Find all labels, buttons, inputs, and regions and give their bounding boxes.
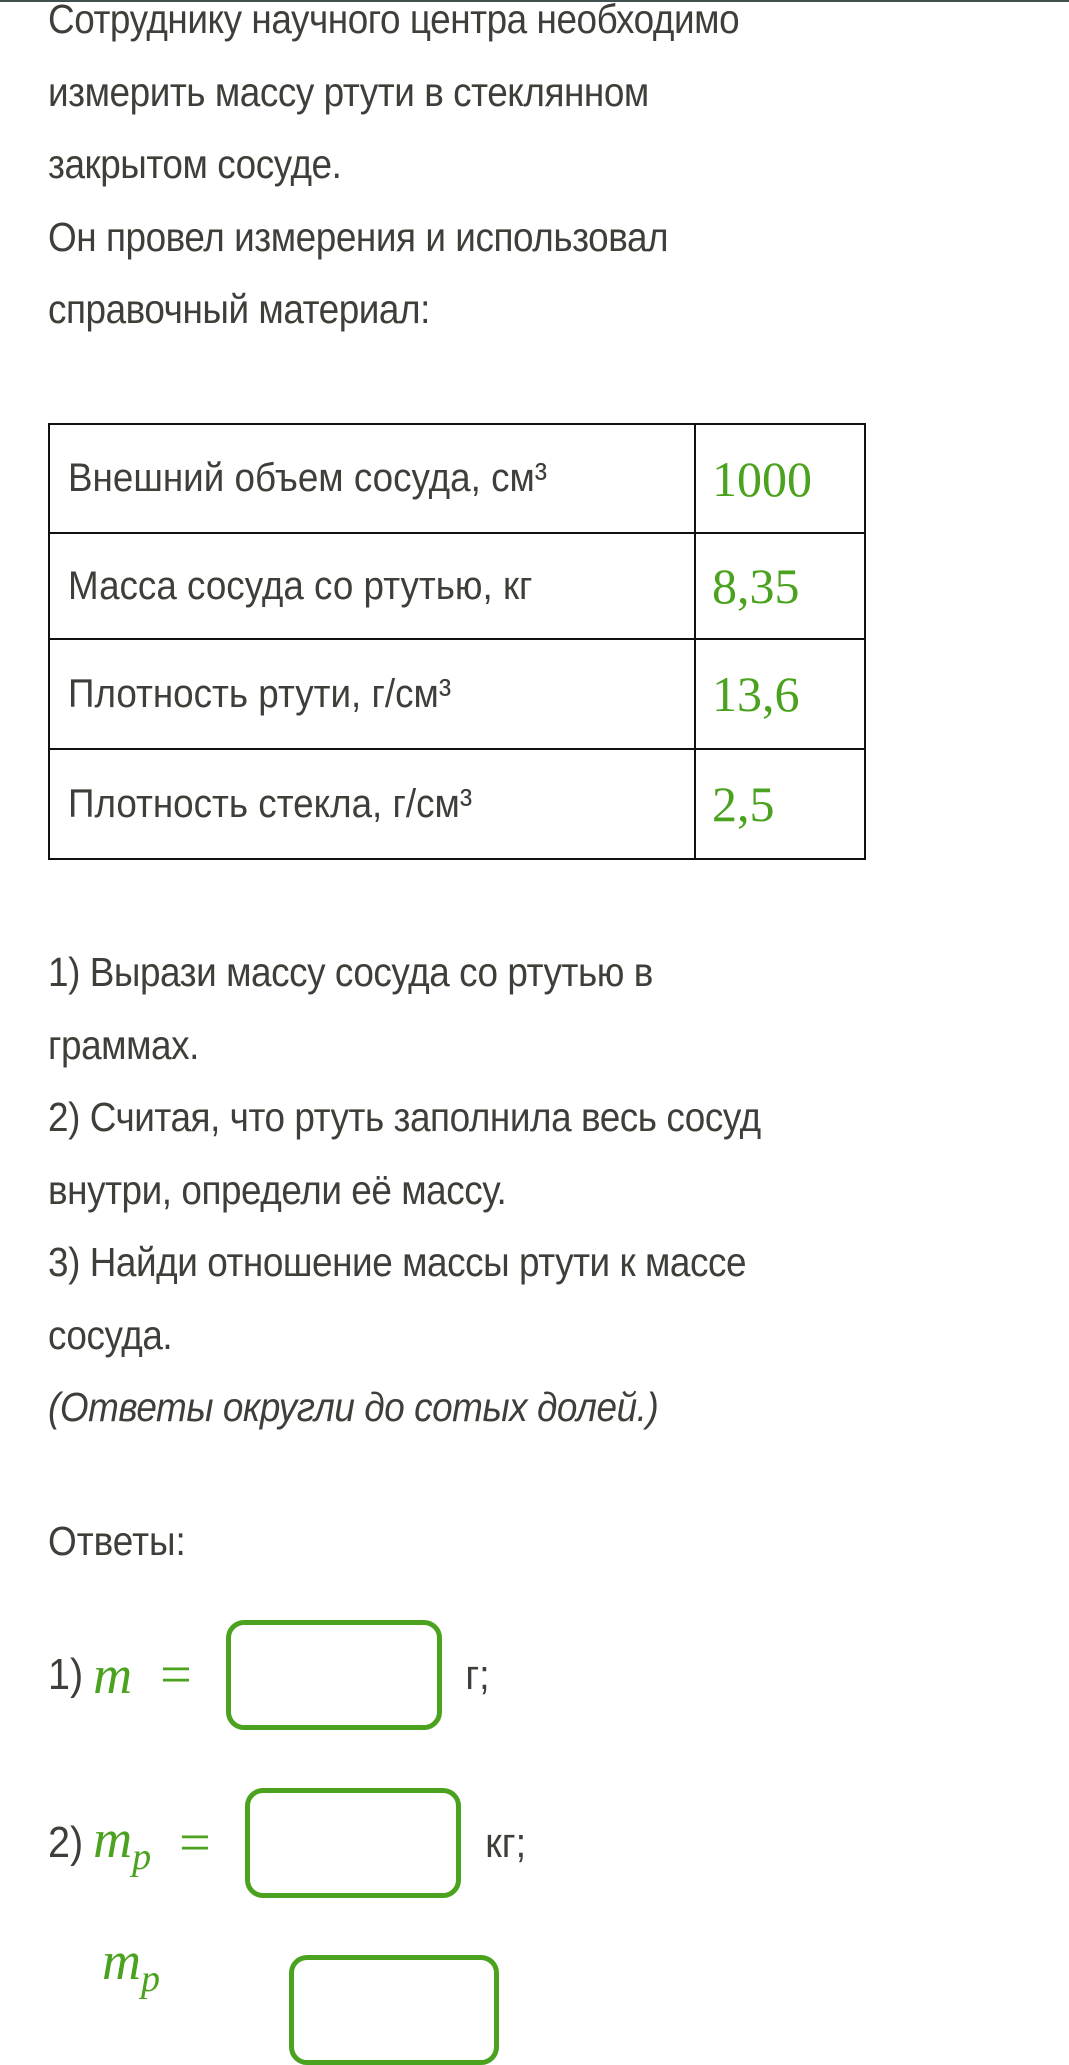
reference-table: Внешний объем сосуда, см³ 1000 Масса сос… <box>48 423 866 860</box>
answer-input-ratio[interactable] <box>289 1955 499 2065</box>
top-border <box>0 0 1069 2</box>
table-row: Плотность ртути, г/см³ 13,6 <box>48 638 866 750</box>
row-value: 13,6 <box>694 638 866 750</box>
row-value: 8,35 <box>694 532 866 640</box>
intro-line: справочный материал: <box>48 286 430 332</box>
task-list: 1) Вырази массу сосуда со ртутью в грамм… <box>48 936 939 1444</box>
problem-intro: Сотруднику научного центра необходимо из… <box>48 0 939 346</box>
answer-row-2: 2) mp = кг; <box>48 1788 528 1898</box>
variable: mp <box>93 1808 152 1878</box>
row-value: 1000 <box>694 423 866 534</box>
rounding-note: (Ответы округли до сотых долей.) <box>48 1384 659 1430</box>
variable: m <box>93 1645 133 1705</box>
unit-label: г; <box>465 1651 490 1698</box>
equals-sign: = <box>160 1644 192 1706</box>
intro-line: Сотруднику научного центра необходимо <box>48 0 740 42</box>
answer-input-mass-grams[interactable] <box>225 1620 442 1730</box>
table-row: Плотность стекла, г/см³ 2,5 <box>48 748 866 860</box>
unit-label: кг; <box>484 1819 526 1866</box>
row-label: Внешний объем сосуда, см³ <box>68 456 548 500</box>
task-line: внутри, определи её массу. <box>48 1166 507 1213</box>
task-line: 3) Найди отношение массы ртути к массе <box>48 1239 747 1285</box>
task-line: граммах. <box>48 1021 199 1068</box>
answer-number: 2) <box>48 1818 84 1867</box>
row-label: Плотность стекла, г/см³ <box>68 781 473 826</box>
row-label: Масса сосуда со ртутью, кг <box>68 563 533 608</box>
row-value: 2,5 <box>694 748 866 860</box>
table-row: Внешний объем сосуда, см³ 1000 <box>48 423 866 534</box>
answers-heading: Ответы: <box>48 1518 186 1564</box>
task-line: 2) Считая, что ртуть заполнила весь сосу… <box>48 1094 761 1140</box>
table-row: Масса сосуда со ртутью, кг 8,35 <box>48 532 866 640</box>
task-line: 1) Вырази массу сосуда со ртутью в <box>48 949 653 995</box>
fraction-numerator: mp <box>102 1931 160 2000</box>
task-line: сосуда. <box>48 1311 173 1358</box>
equals-sign: = <box>179 1812 211 1874</box>
answer-number: 1) <box>48 1650 84 1699</box>
answer-row-1: 1) m = г; <box>48 1620 491 1730</box>
answer-input-mercury-mass[interactable] <box>244 1788 461 1898</box>
row-label: Плотность ртути, г/см³ <box>68 671 452 716</box>
intro-line: Он провел измерения и использовал <box>48 213 669 260</box>
intro-line: закрытом сосуде. <box>48 141 342 187</box>
intro-line: измерить массу ртути в стеклянном <box>48 68 649 115</box>
